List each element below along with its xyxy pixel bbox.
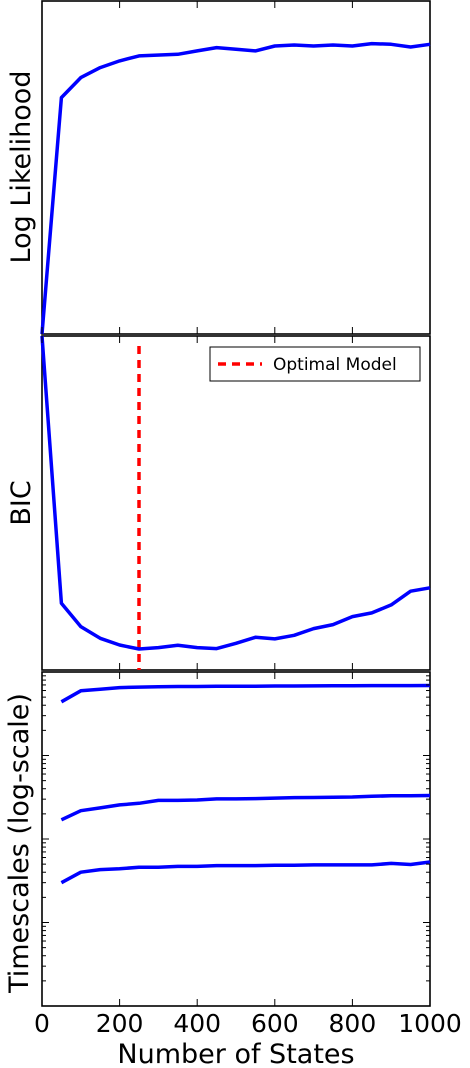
xlabel-number-of-states: Number of States [117,1039,354,1068]
ylabel-timescales: Timescales (log-scale) [4,693,35,994]
legend: Optimal Model [209,346,421,382]
ylabel-log-likelihood: Log Likelihood [6,71,37,264]
x-tick-labels: 0 200 400 600 800 1000 [34,1009,462,1038]
series-line-2 [60,860,431,885]
plot-frame-timescales [41,671,431,1007]
tick-layer-timescales [41,671,431,1007]
panel-timescales: Timescales (log-scale) 0 200 400 600 800 1000… [4,671,462,1068]
plot-frame-bic [41,335,431,671]
series-line-0 [40,335,431,651]
series-layer-timescales [60,683,431,885]
series-line-0 [60,683,431,704]
x-tick-label: 0 [34,1009,50,1038]
series-layer-bic [40,335,431,670]
x-tick-label: 1000 [398,1009,462,1038]
panel-log-likelihood: Log Likelihood [6,0,431,335]
x-tick-label: 600 [251,1009,299,1038]
series-layer-log-likelihood [40,41,431,335]
series-line-0 [40,41,431,335]
tick-layer-bic [41,336,431,670]
x-tick-label: 800 [329,1009,377,1038]
plot-frame-log-likelihood [41,0,431,335]
x-tick-label: 400 [173,1009,221,1038]
x-tick-label: 200 [96,1009,144,1038]
tick-layer-log-likelihood [41,1,431,334]
ylabel-bic: BIC [6,480,37,525]
series-line-1 [60,793,431,822]
legend-entry-optimal-model: Optimal Model [273,355,397,375]
legend-box [209,346,421,382]
panel-bic: BIC Optimal Model [6,335,431,671]
